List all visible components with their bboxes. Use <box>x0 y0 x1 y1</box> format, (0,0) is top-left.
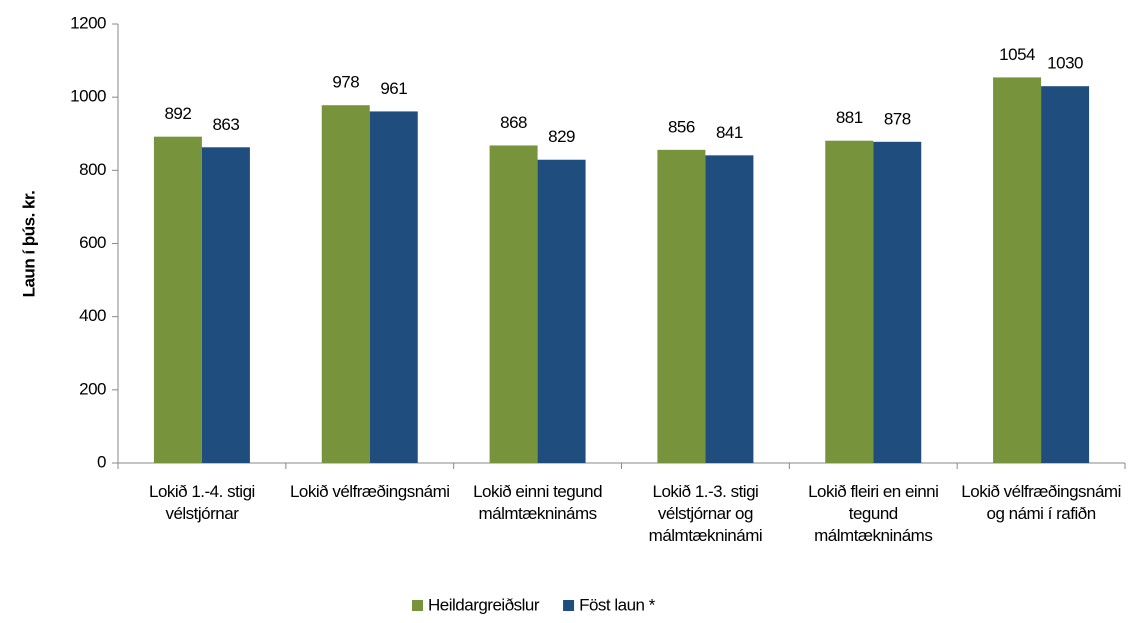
bar <box>1041 86 1090 464</box>
data-label: 1030 <box>1047 54 1083 73</box>
y-tick-label: 800 <box>79 160 106 179</box>
bar <box>825 140 874 463</box>
y-tick-label: 600 <box>79 233 106 252</box>
data-label: 856 <box>668 117 695 136</box>
x-tick-label: Lokið fleiri en einni tegund málmtækniná… <box>808 482 939 545</box>
x-tick-label: Lokið einni tegund málmtæknináms <box>473 482 603 523</box>
data-label: 841 <box>716 123 743 142</box>
data-label: 978 <box>332 73 359 92</box>
data-label: 1054 <box>999 45 1035 64</box>
y-tick-label: 400 <box>79 306 106 325</box>
y-tick-label: 200 <box>79 379 106 398</box>
y-tick-label: 1000 <box>70 87 106 106</box>
y-tick-label: 0 <box>97 452 106 471</box>
data-label: 892 <box>164 104 191 123</box>
legend-swatch <box>563 600 575 611</box>
bar <box>489 145 538 463</box>
data-label: 868 <box>500 113 527 132</box>
bar <box>321 105 370 463</box>
y-axis-label: Laun í þús. kr. <box>19 191 38 298</box>
data-label: 878 <box>884 109 911 128</box>
x-tick-label: Lokið 1.-3. stigi vélstjórnar og málmtæk… <box>648 482 763 545</box>
bar <box>201 147 250 463</box>
data-label: 961 <box>380 79 407 98</box>
data-label: 881 <box>836 108 863 127</box>
x-tick-label: Lokið 1.-4. stigi vélstjórnar <box>148 482 255 523</box>
bar <box>705 155 754 463</box>
bar <box>993 77 1042 463</box>
legend-label: Heildargreiðslur <box>428 595 540 614</box>
legend-swatch <box>412 600 423 611</box>
bar <box>657 149 706 463</box>
bar <box>873 141 922 463</box>
data-label: 829 <box>548 127 575 146</box>
legend-label: Föst laun * <box>579 595 656 614</box>
bar <box>369 111 418 463</box>
bar <box>537 159 586 463</box>
x-tick-label: Lokið vélfræðingsnámi og námi í rafiðn <box>961 482 1121 523</box>
y-tick-label: 1200 <box>70 13 106 32</box>
bar <box>153 136 202 463</box>
data-label: 863 <box>212 115 239 134</box>
x-tick-label: Lokið vélfræðingsnámi <box>289 482 450 501</box>
